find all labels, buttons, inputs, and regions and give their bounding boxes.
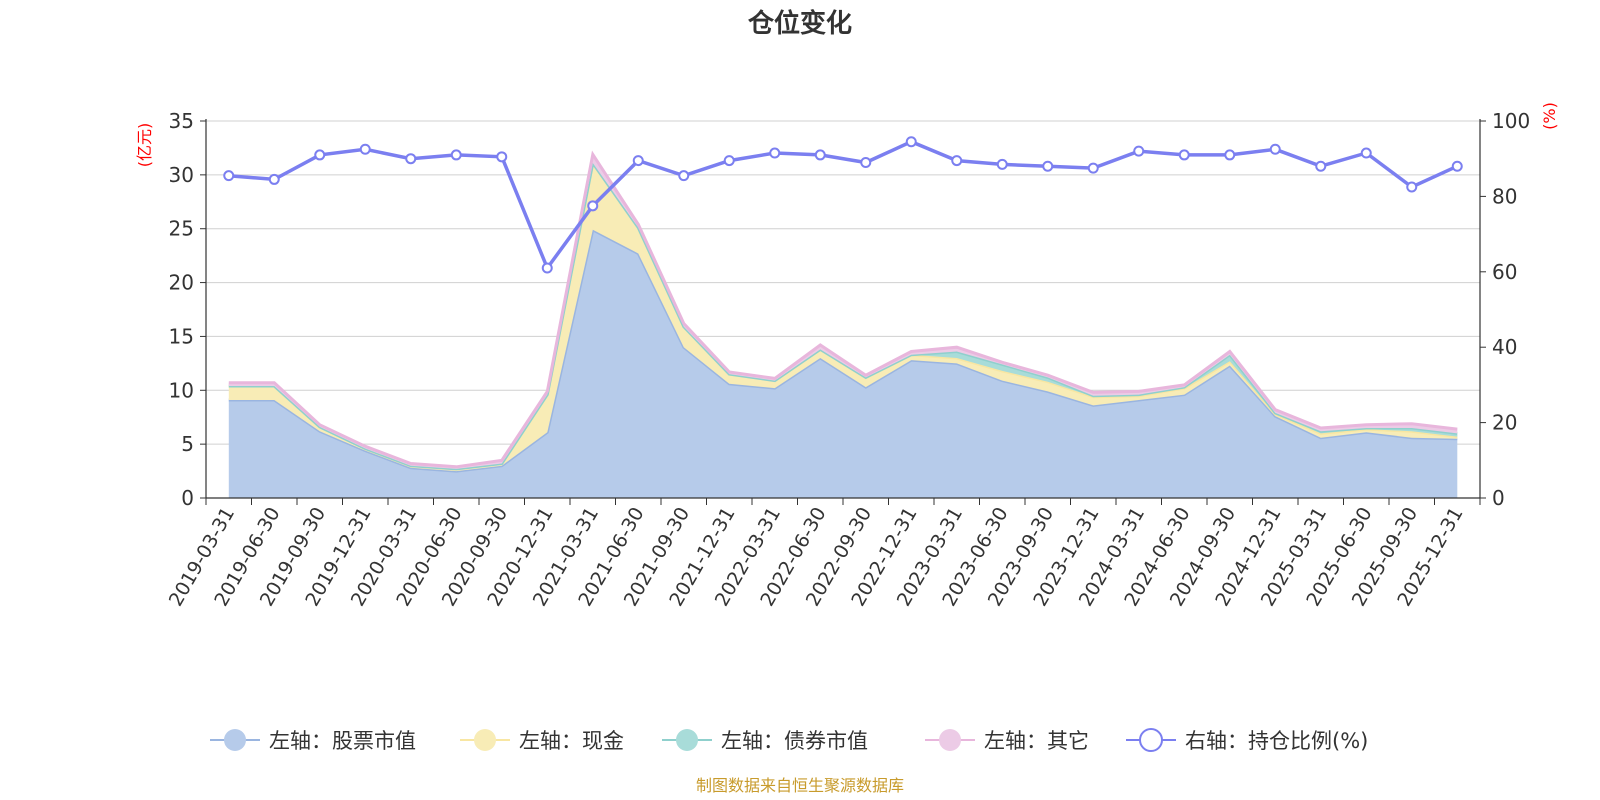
ratio-point bbox=[541, 262, 553, 274]
ratio-point bbox=[496, 151, 508, 163]
ratio-point bbox=[769, 147, 781, 159]
ratio-point bbox=[905, 136, 917, 148]
ratio-point bbox=[314, 149, 326, 161]
ratio-point bbox=[723, 155, 735, 167]
ratio-point bbox=[951, 155, 963, 167]
left-tick-label: 20 bbox=[169, 271, 194, 295]
ratio-point bbox=[996, 158, 1008, 170]
right-tick-label: 100 bbox=[1492, 109, 1530, 133]
left-tick-label: 30 bbox=[169, 163, 194, 187]
legend-marker bbox=[224, 729, 246, 751]
left-tick-label: 35 bbox=[169, 109, 194, 133]
ratio-line bbox=[223, 136, 1463, 274]
legend-label: 右轴：持仓比例(%) bbox=[1185, 729, 1368, 753]
legend-marker bbox=[676, 729, 698, 751]
ratio-point bbox=[405, 153, 417, 165]
ratio-point bbox=[1360, 147, 1372, 159]
area-line-3 bbox=[228, 150, 1458, 469]
left-tick-label: 10 bbox=[169, 378, 194, 402]
legend-label: 左轴：股票市值 bbox=[269, 729, 416, 753]
ratio-point bbox=[1133, 145, 1145, 157]
ratio-point bbox=[1451, 160, 1463, 172]
ratio-point bbox=[1087, 162, 1099, 174]
area-0 bbox=[228, 229, 1458, 499]
right-axis-unit: (%) bbox=[1540, 102, 1559, 130]
grid-lines bbox=[206, 120, 1480, 445]
ratio-point bbox=[1042, 160, 1054, 172]
legend-marker bbox=[939, 729, 961, 751]
ratio-point bbox=[1406, 181, 1418, 193]
ratio-point bbox=[678, 170, 690, 182]
stacked-areas bbox=[228, 150, 1458, 499]
ratio-point bbox=[268, 173, 280, 185]
legend-label: 左轴：现金 bbox=[519, 729, 624, 753]
ratio-point bbox=[814, 149, 826, 161]
data-source: 制图数据来自恒生聚源数据库 bbox=[696, 776, 904, 795]
axes: 051015202530350204060801002019-03-312019… bbox=[165, 109, 1530, 610]
ratio-point bbox=[1315, 160, 1327, 172]
ratio-point bbox=[1178, 149, 1190, 161]
legend-label: 左轴：其它 bbox=[984, 729, 1089, 753]
ratio-point bbox=[1224, 149, 1236, 161]
ratio-point bbox=[450, 149, 462, 161]
chart-title: 仓位变化 bbox=[747, 8, 852, 39]
right-tick-label: 20 bbox=[1492, 411, 1517, 435]
legend-label: 左轴：债券市值 bbox=[721, 729, 868, 753]
left-tick-label: 0 bbox=[181, 486, 194, 510]
legend-marker bbox=[1139, 728, 1163, 752]
right-tick-label: 80 bbox=[1492, 184, 1517, 208]
left-axis-unit: (亿元) bbox=[135, 123, 154, 168]
left-tick-label: 25 bbox=[169, 217, 194, 241]
ratio-point bbox=[223, 170, 235, 182]
ratio-point bbox=[632, 155, 644, 167]
right-tick-label: 0 bbox=[1492, 486, 1505, 510]
left-tick-label: 15 bbox=[169, 324, 194, 348]
ratio-point bbox=[359, 143, 371, 155]
right-tick-label: 60 bbox=[1492, 260, 1517, 284]
legend-marker bbox=[474, 729, 496, 751]
ratio-point bbox=[1269, 143, 1281, 155]
ratio-line-path bbox=[228, 139, 1459, 272]
legend: 左轴：股票市值 左轴：现金 左轴：债券市值 左轴：其它 右轴：持仓比例(%) bbox=[210, 728, 1368, 753]
ratio-point bbox=[587, 200, 599, 212]
ratio-point bbox=[860, 156, 872, 168]
right-tick-label: 40 bbox=[1492, 335, 1517, 359]
left-tick-label: 5 bbox=[181, 432, 194, 456]
